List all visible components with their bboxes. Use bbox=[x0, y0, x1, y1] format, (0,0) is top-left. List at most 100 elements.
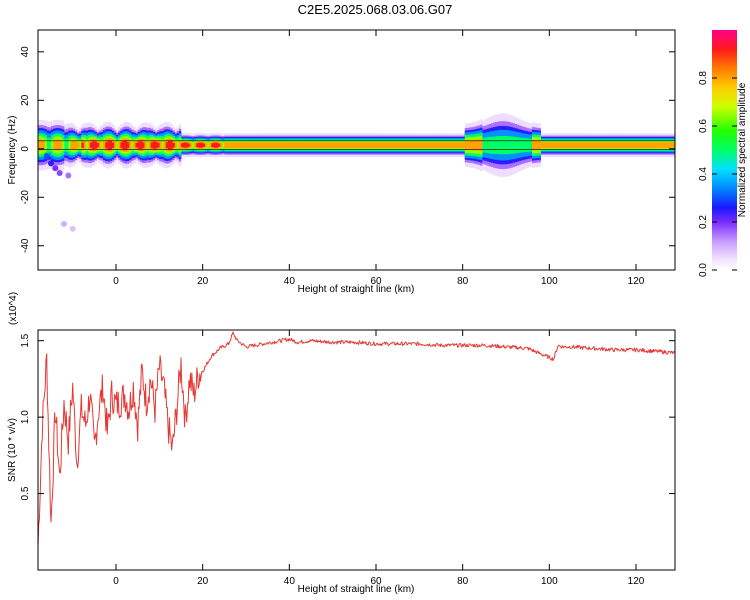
heatmap-cell bbox=[469, 140, 472, 151]
snr-y-label: SNR (10 * v/v) bbox=[7, 418, 18, 482]
heatmap-cell bbox=[174, 142, 177, 149]
heatmap-cell bbox=[70, 141, 73, 149]
spectrogram-x-ticks: 0 20 40 60 80 100 120 bbox=[113, 30, 645, 287]
heatmap-cell bbox=[222, 141, 225, 149]
heatmap-cell bbox=[187, 143, 190, 147]
heatmap-cell bbox=[510, 136, 513, 154]
heatmap-cell bbox=[545, 142, 548, 149]
heatmap-cell bbox=[243, 142, 247, 149]
heatmap-cell bbox=[553, 142, 557, 149]
heatmap-cell bbox=[471, 139, 474, 151]
heatmap-cell bbox=[542, 142, 546, 149]
heatmap-cell bbox=[451, 142, 455, 149]
heatmap-cell bbox=[124, 140, 128, 150]
spectrogram-y-tick-label: -40 bbox=[20, 238, 31, 253]
spectrogram-x-tick-label: 60 bbox=[370, 276, 382, 287]
heatmap-cell bbox=[384, 142, 388, 149]
heatmap-cell bbox=[183, 142, 186, 148]
heatmap-cell bbox=[389, 142, 392, 149]
heatmap-cell bbox=[64, 138, 67, 152]
heatmap-cell bbox=[319, 142, 323, 149]
heatmap-cell bbox=[597, 142, 600, 149]
heatmap-cell bbox=[625, 142, 628, 149]
heatmap-cell bbox=[529, 138, 533, 152]
heatmap-cell bbox=[295, 142, 299, 149]
heatmap-cell bbox=[464, 140, 468, 151]
heatmap-cell bbox=[607, 142, 611, 149]
heatmap-cell bbox=[512, 136, 515, 154]
snr-x-tick-label: 80 bbox=[457, 576, 469, 587]
heatmap-cell bbox=[155, 141, 158, 149]
heatmap-cell bbox=[339, 142, 342, 149]
heatmap-cell bbox=[52, 165, 59, 172]
heatmap-cell bbox=[42, 140, 45, 150]
heatmap-cell bbox=[81, 142, 84, 148]
heatmap-cell bbox=[98, 141, 102, 149]
snr-x-tick-label: 0 bbox=[113, 576, 119, 587]
heatmap-cell bbox=[61, 139, 65, 152]
heatmap-cell bbox=[172, 142, 175, 148]
heatmap-cell bbox=[434, 142, 437, 149]
heatmap-cell bbox=[230, 142, 234, 149]
heatmap-cell bbox=[161, 139, 164, 151]
heatmap-cell bbox=[477, 139, 481, 151]
heatmap-cell bbox=[497, 136, 500, 155]
heatmap-cell bbox=[462, 142, 466, 149]
heatmap-cell bbox=[642, 142, 645, 149]
heatmap-cell bbox=[612, 142, 615, 149]
heatmap-cell bbox=[397, 142, 401, 149]
heatmap-cell bbox=[43, 153, 50, 160]
heatmap-cell bbox=[425, 142, 429, 149]
heatmap-cell bbox=[573, 142, 576, 149]
heatmap-cell bbox=[369, 142, 372, 149]
heatmap-cell bbox=[311, 142, 314, 149]
heatmap-cell bbox=[605, 142, 609, 149]
spectrogram-x-tick-label: 20 bbox=[197, 276, 209, 287]
heatmap-cell bbox=[321, 142, 325, 149]
heatmap-cell bbox=[646, 142, 650, 149]
heatmap-cell bbox=[594, 142, 598, 149]
heatmap-cell bbox=[334, 142, 338, 149]
heatmap-cell bbox=[48, 160, 54, 167]
heatmap-cell bbox=[274, 142, 277, 149]
heatmap-cell bbox=[317, 142, 320, 149]
heatmap-cell bbox=[53, 141, 56, 149]
snr-y-tick-label: 1.5 bbox=[20, 333, 31, 347]
heatmap-cell bbox=[252, 142, 255, 149]
heatmap-cell bbox=[217, 143, 221, 147]
heatmap-cell bbox=[204, 142, 208, 148]
heatmap-cell bbox=[228, 142, 232, 149]
heatmap-cell bbox=[135, 142, 138, 148]
heatmap-cell bbox=[623, 142, 626, 149]
heatmap-cell bbox=[627, 142, 630, 149]
heatmap-cell bbox=[419, 142, 422, 149]
heatmap-cell bbox=[558, 142, 561, 149]
heatmap-cell bbox=[87, 141, 91, 150]
heatmap-cell bbox=[291, 142, 294, 149]
snr-y-tick-label: 1.0 bbox=[20, 410, 31, 424]
heatmap-cell bbox=[254, 142, 258, 149]
heatmap-cell bbox=[196, 143, 199, 148]
spectrogram-y-ticks: -40 -20 0 20 40 bbox=[20, 46, 675, 253]
heatmap-cell bbox=[449, 142, 453, 149]
heatmap-cell bbox=[412, 142, 416, 149]
heatmap-cell bbox=[577, 142, 580, 149]
heatmap-cell bbox=[107, 140, 110, 150]
heatmap-cell bbox=[488, 137, 492, 154]
heatmap-cell bbox=[170, 141, 173, 150]
heatmap-cell bbox=[562, 142, 565, 149]
heatmap-cell bbox=[92, 141, 95, 150]
heatmap-cell bbox=[363, 142, 366, 149]
heatmap-cell bbox=[456, 142, 459, 149]
heatmap-cell bbox=[285, 142, 288, 149]
heatmap-cell bbox=[406, 142, 409, 149]
heatmap-cell bbox=[116, 140, 119, 150]
heatmap-cell bbox=[40, 139, 43, 151]
heatmap-cell bbox=[256, 142, 260, 149]
heatmap-cell bbox=[224, 142, 227, 149]
heatmap-cell bbox=[131, 139, 134, 151]
heatmap-cell bbox=[638, 142, 641, 149]
heatmap-cell bbox=[443, 142, 446, 149]
heatmap-cell bbox=[651, 142, 654, 149]
heatmap-cell bbox=[395, 142, 398, 149]
